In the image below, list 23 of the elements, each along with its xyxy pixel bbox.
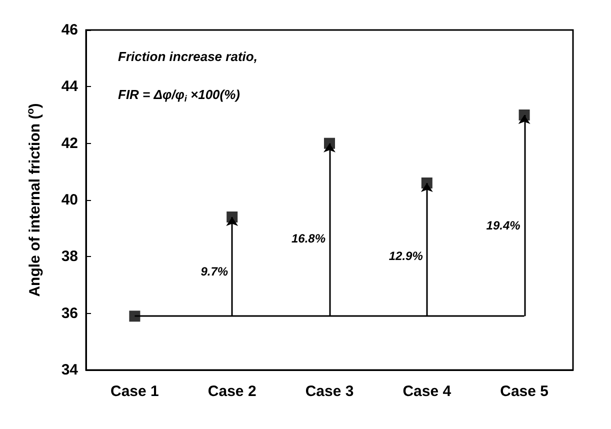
y-tick-label: 46 [61, 22, 78, 38]
annotation: Friction increase ratio, [118, 49, 258, 64]
annotation: 19.4% [486, 218, 521, 233]
x-tick-label: Case 5 [500, 383, 548, 400]
annotation: 12.9% [388, 249, 424, 264]
x-tick-label: Case 3 [305, 383, 354, 400]
y-tick-label: 34 [61, 362, 79, 378]
y-tick-label: 42 [61, 134, 78, 152]
point [421, 178, 432, 188]
y-tick-label: 38 [61, 248, 78, 266]
annotation: 16.8% [291, 231, 326, 246]
point [324, 138, 335, 149]
y-axis-title: Angle of internal friction (o) [26, 103, 44, 297]
point [129, 310, 140, 322]
point [226, 212, 238, 222]
point [518, 110, 530, 120]
x-tick-label: Case 4 [402, 383, 452, 400]
x-tick-label: Case 2 [208, 383, 256, 400]
x-tick-label: Case 1 [110, 383, 159, 400]
annotation: 9.7% [200, 264, 228, 279]
y-tick-label: 36 [61, 304, 78, 322]
y-tick-label: 40 [61, 192, 78, 208]
y-tick-label: 44 [61, 78, 79, 96]
